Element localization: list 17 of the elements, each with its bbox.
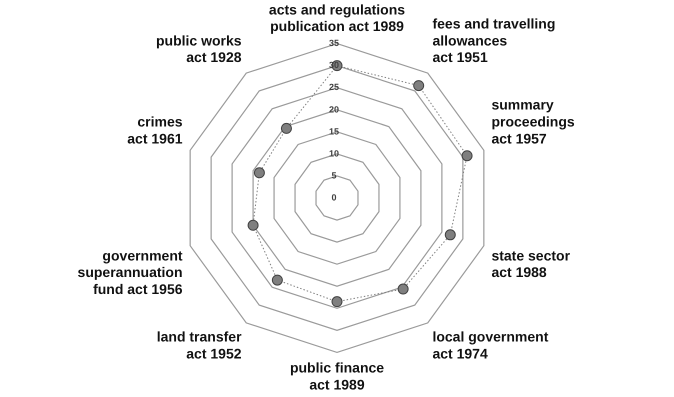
spoke-label: local government act 1974 <box>432 328 549 362</box>
spoke-label: government superannuation fund act 1956 <box>78 247 183 298</box>
y-tick-label: 10 <box>328 148 340 158</box>
y-tick-label: 15 <box>328 126 340 136</box>
spoke-label: public finance act 1989 <box>290 360 384 392</box>
y-tick-label: 5 <box>331 170 337 180</box>
spoke-label: acts and regulations publication act 1989 <box>268 1 406 34</box>
spoke-label: state sector act 1988 <box>491 247 571 280</box>
spoke-label: public works act 1928 <box>156 32 242 66</box>
spoke-label: land transfer act 1952 <box>156 328 242 362</box>
y-tick-label: 35 <box>328 38 340 48</box>
y-tick-label: 25 <box>328 82 340 92</box>
spoke-label: fees and travelling allowances act 1951 <box>432 15 556 66</box>
y-tick-label: 0 <box>331 192 337 202</box>
spoke-label: summary proceedings act 1957 <box>491 96 575 146</box>
spoke-label: crimes act 1961 <box>127 113 183 146</box>
y-tick-label: 20 <box>328 104 340 114</box>
